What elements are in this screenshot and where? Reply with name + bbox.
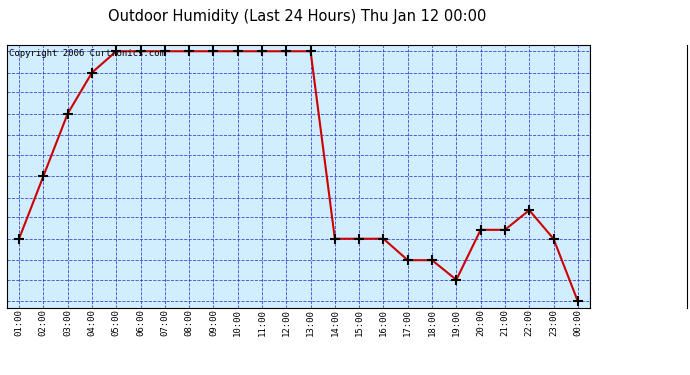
Text: Copyright 2006 Curtronics.com: Copyright 2006 Curtronics.com	[9, 49, 164, 58]
Text: Outdoor Humidity (Last 24 Hours) Thu Jan 12 00:00: Outdoor Humidity (Last 24 Hours) Thu Jan…	[108, 9, 486, 24]
